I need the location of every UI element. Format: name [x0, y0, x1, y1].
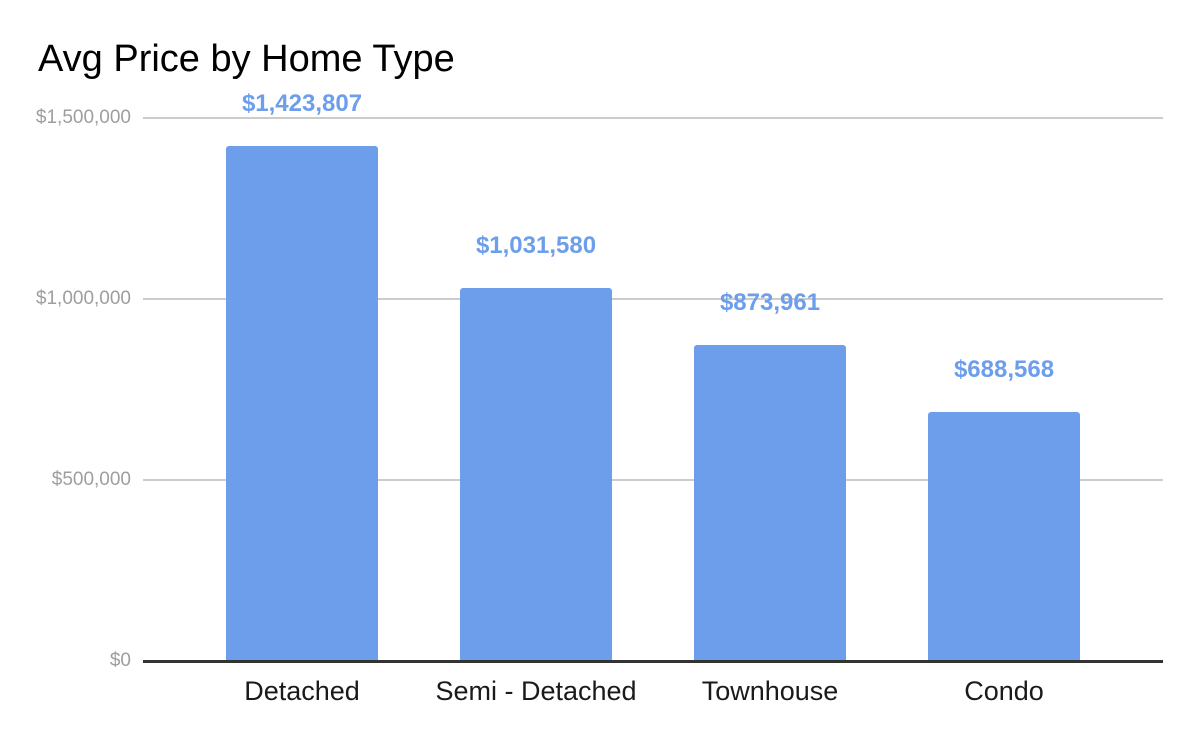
y-axis-tick-label: $500,000: [51, 469, 131, 490]
x-axis-category-label: Detached: [244, 676, 360, 706]
bar-value-label: $1,423,807: [241, 89, 363, 117]
bar-detached[interactable]: [226, 145, 378, 661]
chart-title: Avg Price by Home Type: [38, 38, 455, 80]
y-axis-tick-label: $1,500,000: [35, 107, 131, 128]
gridline: [143, 117, 1163, 119]
y-axis-tick-label: $0: [109, 650, 131, 671]
bar-semi-detached[interactable]: [460, 287, 612, 661]
x-axis-category-label: Townhouse: [701, 676, 839, 706]
y-axis-tick-label: $1,000,000: [35, 288, 131, 309]
x-axis-line: [143, 660, 1163, 663]
bar-townhouse[interactable]: [694, 344, 846, 661]
gridline: [143, 298, 1163, 300]
bar-value-label: $688,568: [953, 355, 1055, 383]
bar-condo[interactable]: [928, 411, 1080, 661]
gridline: [143, 479, 1163, 481]
x-axis-category-label: Condo: [964, 676, 1044, 706]
bar-value-label: $1,031,580: [475, 231, 597, 259]
x-axis-category-label: Semi - Detached: [435, 676, 637, 706]
bar-value-label: $873,961: [719, 288, 821, 316]
